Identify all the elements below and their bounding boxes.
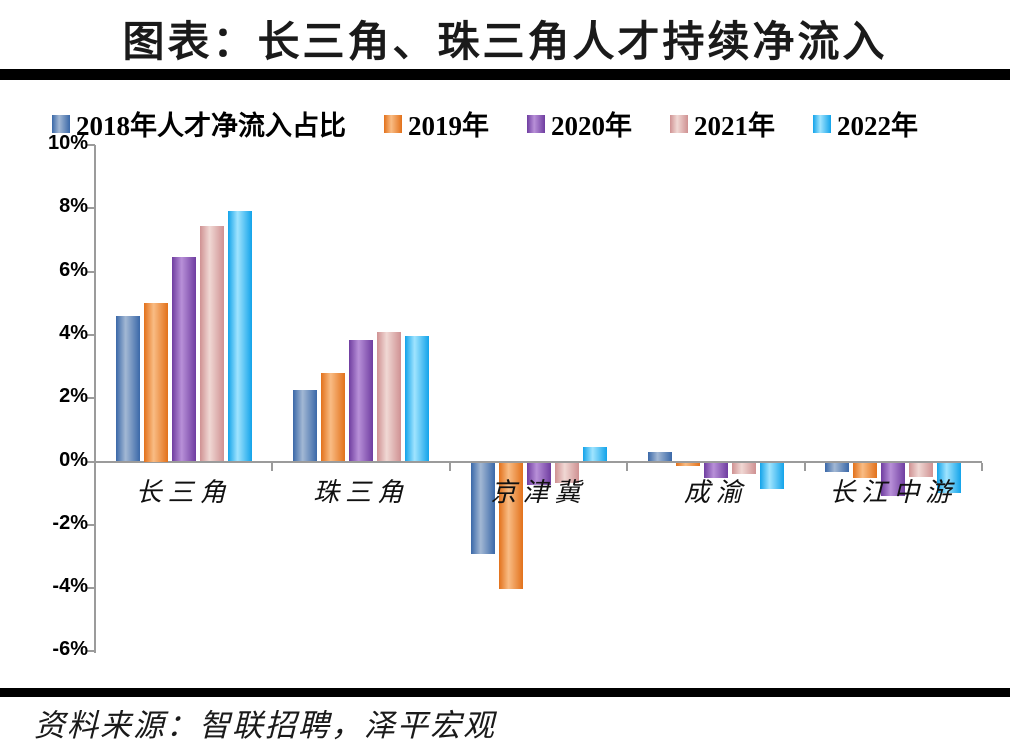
- y-axis-tick: [87, 523, 95, 526]
- bar-长江中游-2019年: [853, 462, 878, 479]
- bar-珠三角-2021年: [377, 331, 402, 462]
- legend-swatch-icon: [670, 114, 688, 133]
- bar-成渝-2021年: [731, 462, 756, 474]
- bar-长三角-2022年: [227, 211, 252, 462]
- legend-item-2020年: 2020年: [527, 104, 632, 143]
- bar-长江中游-2018年人才净流入占比: [825, 462, 850, 472]
- category-label-京津冀: 京津冀: [490, 478, 587, 507]
- bar-成渝-2022年: [759, 462, 784, 490]
- bar-长三角-2019年: [143, 303, 168, 462]
- legend-label: 2022年: [837, 111, 918, 141]
- legend-label: 2018年人才净流入占比: [76, 111, 346, 141]
- x-axis-boundary-tick: [94, 462, 96, 471]
- y-axis-tick: [87, 144, 95, 146]
- bar-长三角-2018年人才净流入占比: [115, 315, 140, 462]
- bar-京津冀-2019年: [498, 462, 523, 590]
- y-axis-label: 0%: [59, 448, 88, 471]
- bar-珠三角-2018年人才净流入占比: [293, 390, 318, 462]
- bar-珠三角-2020年: [349, 339, 374, 462]
- y-axis-label: 8%: [59, 195, 88, 218]
- bottom-rule: [0, 688, 1010, 697]
- bar-成渝-2019年: [675, 462, 700, 466]
- y-axis-tick: [87, 460, 95, 463]
- legend-item-2021年: 2021年: [670, 104, 775, 143]
- category-label-成渝: 成渝: [683, 478, 748, 507]
- legend-item-2019年: 2019年: [384, 104, 489, 143]
- x-axis-boundary-tick: [626, 462, 629, 471]
- legend: 2018年人才净流入占比 2019年 2020年 2021年 2022年: [52, 104, 918, 143]
- category-label-珠三角: 珠三角: [313, 478, 410, 507]
- bar-京津冀-2022年: [582, 447, 607, 462]
- legend-label: 2020年: [551, 111, 632, 141]
- y-axis-tick: [87, 650, 95, 653]
- bar-长江中游-2021年: [909, 462, 934, 477]
- legend-item-2022年: 2022年: [813, 104, 918, 143]
- y-axis-tick: [87, 397, 95, 400]
- y-axis-tick: [87, 270, 95, 273]
- category-label-长三角: 长三角: [135, 478, 232, 507]
- category-label-长江中游: 长江中游: [829, 478, 958, 507]
- y-axis-tick: [87, 333, 95, 336]
- y-axis-line: [94, 145, 96, 654]
- bar-长三角-2020年: [171, 257, 196, 462]
- x-axis-boundary-tick: [981, 462, 983, 471]
- x-axis-boundary-tick: [271, 462, 274, 471]
- bar-京津冀-2021年: [554, 462, 579, 484]
- y-axis-label: -6%: [52, 638, 88, 661]
- source-note: 资料来源：智联招聘，泽平宏观: [34, 708, 496, 743]
- y-axis-label: 4%: [59, 321, 88, 344]
- y-axis-tick: [87, 207, 95, 210]
- legend-swatch-icon: [384, 114, 402, 133]
- bar-长江中游-2020年: [881, 462, 906, 496]
- x-axis-boundary-tick: [448, 462, 451, 471]
- top-rule: [0, 69, 1010, 80]
- bar-长江中游-2022年: [937, 462, 962, 493]
- legend-item-2018年人才净流入占比: 2018年人才净流入占比: [52, 104, 346, 143]
- y-axis-tick: [87, 587, 95, 590]
- x-axis-line: [95, 460, 982, 463]
- y-axis-label: 2%: [59, 385, 88, 408]
- legend-swatch-icon: [813, 114, 831, 133]
- y-axis-label: -4%: [52, 575, 88, 598]
- y-axis-label: -2%: [52, 511, 88, 534]
- bar-珠三角-2022年: [405, 336, 430, 462]
- x-axis-boundary-tick: [803, 462, 806, 471]
- legend-swatch-icon: [52, 114, 70, 133]
- bar-成渝-2018年人才净流入占比: [647, 452, 672, 462]
- legend-label: 2021年: [694, 111, 775, 141]
- chart-title: 图表：长三角、珠三角人才持续净流入: [122, 20, 888, 66]
- legend-label: 2019年: [408, 111, 489, 141]
- bar-成渝-2020年: [703, 462, 728, 479]
- bar-京津冀-2018年人才净流入占比: [470, 462, 495, 555]
- bar-京津冀-2020年: [526, 462, 551, 485]
- legend-swatch-icon: [527, 114, 545, 133]
- bar-长三角-2021年: [199, 225, 224, 462]
- bar-珠三角-2019年: [321, 372, 346, 462]
- y-axis-label: 10%: [47, 132, 88, 154]
- y-axis-label: 6%: [59, 258, 88, 281]
